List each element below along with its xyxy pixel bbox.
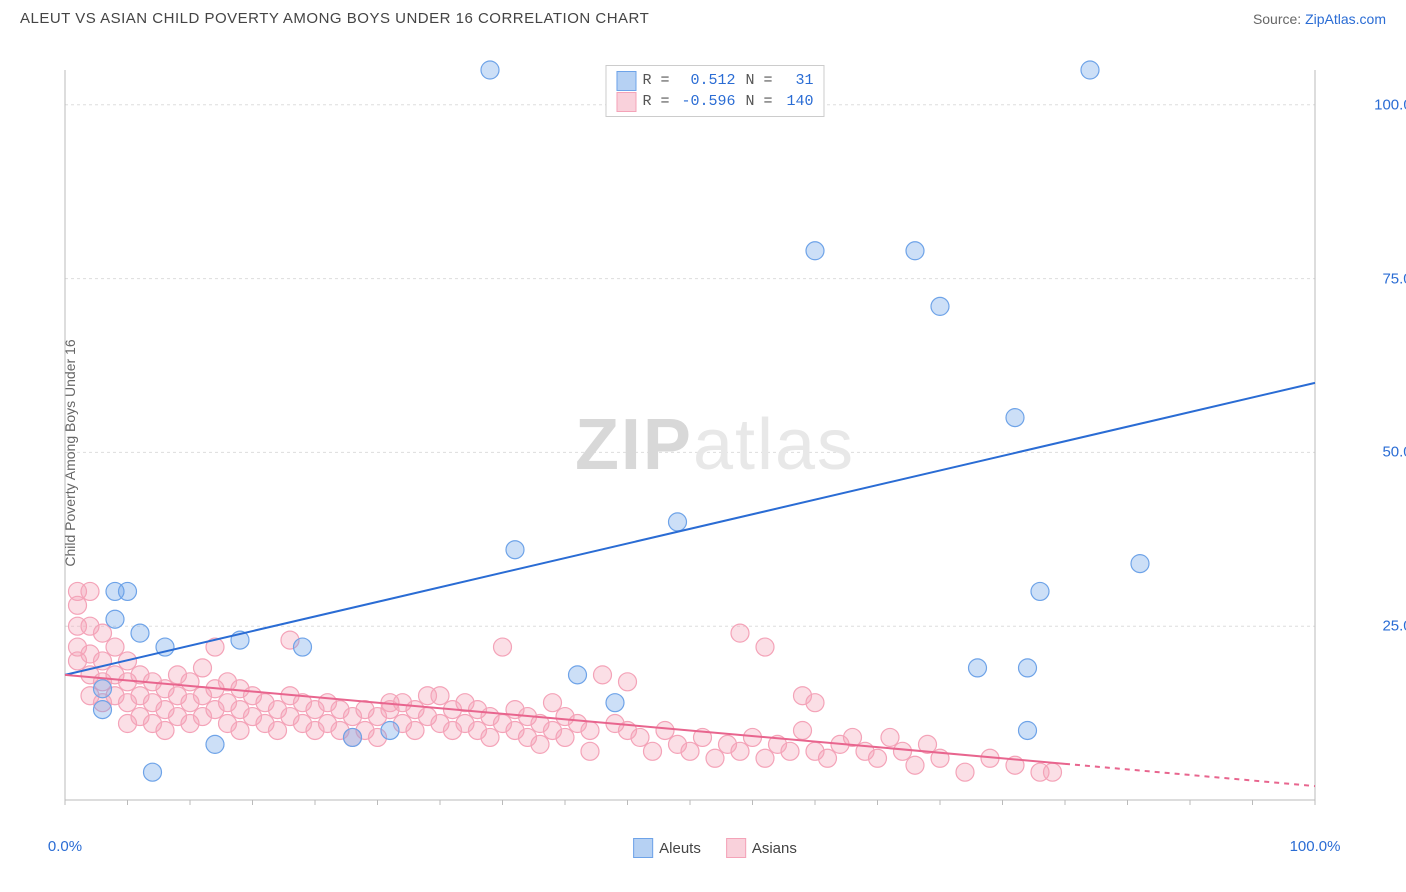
correlation-legend: R = 0.512 N = 31 R = -0.596 N = 140: [605, 65, 824, 117]
scatter-chart: [55, 60, 1375, 830]
aleuts-label: Aleuts: [659, 840, 701, 857]
r-label: R =: [642, 70, 669, 91]
legend-item-asians: Asians: [726, 838, 797, 858]
aleuts-swatch: [616, 71, 636, 91]
source-prefix: Source:: [1253, 11, 1305, 27]
asians-label: Asians: [752, 840, 797, 857]
n-label: N =: [746, 70, 773, 91]
asians-swatch: [616, 92, 636, 112]
source-attribution: Source: ZipAtlas.com: [1253, 11, 1386, 27]
aleuts-n-value: 31: [779, 70, 814, 91]
legend-item-aleuts: Aleuts: [633, 838, 701, 858]
asians-n-value: 140: [779, 91, 814, 112]
asians-r-value: -0.596: [676, 91, 736, 112]
aleuts-swatch-icon: [633, 838, 653, 858]
legend-row-aleuts: R = 0.512 N = 31: [616, 70, 813, 91]
y-tick-label: 75.0%: [1382, 270, 1406, 287]
chart-area: Child Poverty Among Boys Under 16 ZIPatl…: [55, 60, 1375, 830]
aleuts-r-value: 0.512: [676, 70, 736, 91]
y-tick-label: 25.0%: [1382, 618, 1406, 635]
x-tick-label: 0.0%: [48, 838, 82, 855]
chart-title: ALEUT VS ASIAN CHILD POVERTY AMONG BOYS …: [20, 10, 649, 27]
series-legend: Aleuts Asians: [633, 838, 797, 858]
asians-swatch-icon: [726, 838, 746, 858]
r-label: R =: [642, 91, 669, 112]
n-label: N =: [746, 91, 773, 112]
x-tick-label: 100.0%: [1290, 838, 1341, 855]
y-axis-label: Child Poverty Among Boys Under 16: [62, 339, 78, 566]
legend-row-asians: R = -0.596 N = 140: [616, 91, 813, 112]
source-link[interactable]: ZipAtlas.com: [1305, 11, 1386, 27]
y-tick-label: 100.0%: [1374, 96, 1406, 113]
y-tick-label: 50.0%: [1382, 444, 1406, 461]
